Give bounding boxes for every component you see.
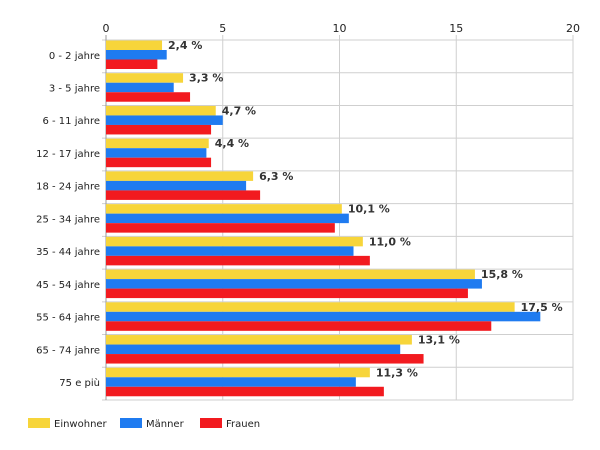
data-label: 15,8 % — [481, 268, 523, 281]
category-label: 18 - 24 jahre — [36, 182, 100, 193]
x-tick-label: 20 — [566, 22, 580, 35]
bar-mnner — [106, 311, 541, 322]
bar-frauen — [106, 92, 191, 102]
bar-mnner — [106, 344, 401, 355]
category-label: 3 - 5 jahre — [49, 83, 100, 94]
bar-frauen — [106, 255, 370, 266]
category-label: 6 - 11 jahre — [42, 116, 100, 127]
bar-einwohner — [106, 73, 184, 83]
bar-einwohner — [106, 367, 370, 378]
bar-mnner — [106, 180, 247, 191]
data-label: 4,7 % — [222, 104, 256, 117]
bars — [106, 40, 541, 397]
category-label: 0 - 2 jahre — [49, 51, 100, 62]
bar-frauen — [106, 288, 468, 299]
bar-frauen — [106, 223, 335, 233]
legend-swatch — [200, 418, 222, 428]
data-label: 10,1 % — [348, 203, 390, 216]
category-label: 75 e più — [59, 377, 100, 389]
bar-einwohner — [106, 40, 163, 50]
bar-mnner — [106, 213, 349, 224]
category-label: 45 - 54 jahre — [36, 280, 100, 291]
bar-mnner — [106, 50, 167, 60]
bar-mnner — [106, 279, 482, 289]
x-tick-label: 15 — [449, 22, 463, 35]
legend-swatch — [120, 418, 142, 428]
data-labels: 2,4 % 3,3 % 4,7 % 4,4 % 6,3 % 10,1 % 11,0 % 15,… — [168, 39, 563, 379]
data-label: 17,5 % — [521, 301, 563, 314]
legend: Einwohner Männer Frauen — [28, 418, 260, 430]
y-axis: 0 - 2 jahre 3 - 5 jahre 6 - 11 jahre 12 - 1… — [36, 51, 100, 389]
category-label: 55 - 64 jahre — [36, 313, 100, 324]
data-label: 2,4 % — [168, 39, 202, 52]
bar-einwohner — [106, 138, 209, 149]
category-label: 35 - 44 jahre — [36, 247, 100, 258]
bar-frauen — [106, 321, 492, 331]
x-tick-label: 0 — [103, 22, 110, 35]
data-label: 11,3 % — [376, 366, 418, 379]
bar-einwohner — [106, 302, 515, 312]
bar-einwohner — [106, 236, 363, 247]
data-label: 3,3 % — [189, 72, 223, 85]
category-label: 25 - 34 jahre — [36, 214, 100, 225]
x-tick-label: 10 — [333, 22, 347, 35]
x-tick-label: 5 — [219, 22, 226, 35]
legend-label: Einwohner — [54, 419, 108, 430]
bar-frauen — [106, 59, 158, 69]
bar-mnner — [106, 246, 354, 256]
data-label: 13,1 % — [418, 334, 460, 347]
legend-label: Frauen — [226, 419, 260, 430]
bar-mnner — [106, 115, 223, 125]
legend-swatch — [28, 418, 50, 428]
bar-einwohner — [106, 204, 342, 214]
x-axis: 0 5 10 15 20 — [103, 22, 581, 35]
category-label: 65 - 74 jahre — [36, 345, 100, 356]
data-label: 11,0 % — [369, 235, 411, 248]
bar-frauen — [106, 157, 212, 168]
bar-frauen — [106, 386, 384, 397]
data-label: 6,3 % — [259, 170, 293, 183]
bar-frauen — [106, 190, 261, 200]
bar-frauen — [106, 124, 212, 135]
legend-label: Männer — [146, 419, 185, 430]
bar-frauen — [106, 354, 424, 364]
bar-einwohner — [106, 335, 412, 345]
bar-einwohner — [106, 269, 475, 280]
category-label: 12 - 17 jahre — [36, 149, 100, 160]
bar-mnner — [106, 377, 356, 387]
data-label: 4,4 % — [215, 137, 249, 150]
bar-einwohner — [106, 171, 254, 181]
bar-mnner — [106, 82, 174, 93]
bar-mnner — [106, 148, 207, 158]
bar-einwohner — [106, 105, 216, 116]
